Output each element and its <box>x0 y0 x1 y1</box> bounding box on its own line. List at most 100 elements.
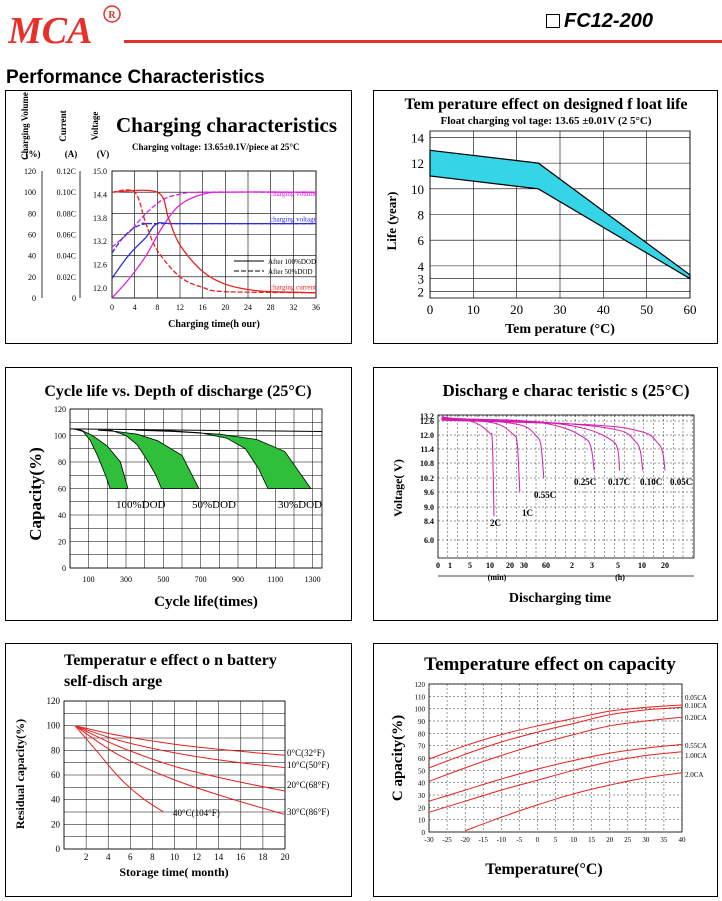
discharge-series-label: 0.10C <box>640 477 662 487</box>
discharge-series-label: 0.17C <box>608 477 630 487</box>
charging-current-tick: 0.10C <box>57 188 76 197</box>
temp-capacity-y-tick: 110 <box>415 693 426 701</box>
self-discharge-y-tick: 40 <box>51 795 61 805</box>
charging-volume-tick: 20 <box>28 273 36 282</box>
charging-x-tick: 12 <box>176 303 184 312</box>
discharge-x-tick: 20 <box>661 561 669 570</box>
charging-series-label: charging volume <box>270 190 317 198</box>
charging-volume-tick: 60 <box>28 231 36 240</box>
charging-x-tick: 4 <box>133 303 137 312</box>
cycle-life-band-label: 50%DOD <box>192 499 236 511</box>
charging-x-tick: 36 <box>312 303 320 312</box>
temp-capacity-y-tick: 80 <box>418 730 426 738</box>
self-discharge-series-line <box>74 725 286 815</box>
discharge-x-label: Discharging time <box>509 591 611 606</box>
charging-plot-frame <box>111 170 317 299</box>
charging-voltage-tick: 12.0 <box>93 284 107 293</box>
charging-axis-header-label: Voltage <box>90 112 100 141</box>
discharge-x-unit: (h) <box>615 573 625 582</box>
discharge-x-tick: 10 <box>486 561 494 570</box>
cycle-life-reference-line <box>69 428 323 433</box>
cycle-life-chart: Cycle life vs. Depth of discharge (25°C)… <box>26 383 323 610</box>
self-discharge-y-label: Residual capacity(%) <box>13 719 27 829</box>
charging-volume-tick: 80 <box>28 209 36 218</box>
self-discharge-x-tick: 6 <box>128 852 133 862</box>
temp-capacity-y-tick: 0 <box>422 829 426 837</box>
discharge-x-tick: 5 <box>468 561 472 570</box>
cycle-life-band-label: 100%DOD <box>116 499 166 511</box>
self-discharge-x-tick: 12 <box>192 852 201 862</box>
float-life-title: Tem perature effect on designed f loat l… <box>404 96 687 113</box>
self-discharge-y-tick: 60 <box>51 770 61 780</box>
charging-voltage-tick: 12.6 <box>93 261 107 270</box>
cycle-life-panel: Cycle life vs. Depth of discharge (25°C)… <box>5 367 352 621</box>
float-life-y-tick: 6 <box>418 233 425 248</box>
float-life-chart: Tem perature effect on designed f loat l… <box>384 96 697 337</box>
cycle-life-y-tick: 120 <box>54 405 66 414</box>
charging-volume-tick: 40 <box>28 252 36 261</box>
float-life-y-tick: 10 <box>411 182 424 197</box>
float-life-y-tick: 4 <box>418 259 425 274</box>
cycle-life-y-tick: 20 <box>58 538 66 547</box>
temp-capacity-series-label: 1.00CA <box>685 752 707 760</box>
self-discharge-panel: Temperatur e effect o n battery self-disc… <box>5 643 352 897</box>
temp-capacity-x-tick: 10 <box>570 836 578 844</box>
cycle-life-x-label: Cycle life(times) <box>154 594 258 610</box>
charging-characteristics-panel: Charging Volume (%) Current (A) Voltage (V) Ch… <box>5 90 352 344</box>
float-life-x-label: Tem perature (°C) <box>505 322 615 337</box>
self-discharge-series-label: 0°C(32°F) <box>287 748 325 758</box>
discharge-x-tick: 30 <box>520 561 528 570</box>
float-life-x-tick: 0 <box>427 302 434 317</box>
charging-x-tick: 16 <box>199 303 207 312</box>
temp-capacity-y-tick: 30 <box>418 792 426 800</box>
discharge-y-tick: 9.0 <box>424 503 434 512</box>
temp-capacity-y-tick: 40 <box>418 780 426 788</box>
charging-x-tick: 20 <box>221 303 229 312</box>
temp-capacity-y-tick: 70 <box>418 743 426 751</box>
float-life-x-tick: 10 <box>467 302 480 317</box>
temp-capacity-series-label: 0.55CA <box>685 742 707 750</box>
temp-capacity-y-tick: 50 <box>418 767 426 775</box>
temp-capacity-x-tick: -10 <box>497 836 507 844</box>
temp-capacity-series-line <box>428 751 683 813</box>
self-discharge-x-tick: 18 <box>258 852 268 862</box>
temp-capacity-plot-frame <box>428 683 683 833</box>
discharge-series-label: 0.25C <box>574 477 596 487</box>
charging-x-tick: 32 <box>289 303 297 312</box>
brand-logo: MCA R <box>7 5 123 52</box>
self-discharge-series-label: 40°C(104°F) <box>173 808 220 818</box>
temp-capacity-x-tick: -5 <box>516 836 522 844</box>
charging-series-label: charging current <box>270 284 316 292</box>
self-discharge-x-tick: 10 <box>170 852 180 862</box>
discharge-x-tick: 2 <box>570 561 574 570</box>
temp-capacity-x-tick: 35 <box>660 836 668 844</box>
header-divider <box>124 40 722 43</box>
cycle-life-band <box>135 429 312 489</box>
self-discharge-x-tick: 14 <box>214 852 224 862</box>
temp-capacity-y-tick: 90 <box>418 718 426 726</box>
float-life-x-tick: 30 <box>554 302 567 317</box>
temp-capacity-series-line <box>428 716 683 782</box>
discharge-plot-frame <box>437 414 695 559</box>
temp-capacity-chart: Temperature effect on capacity 0.05CA0.10… <box>390 654 707 878</box>
charging-x-tick: 0 <box>110 303 114 312</box>
float-life-plot-frame <box>429 130 691 299</box>
float-life-x-tick: 20 <box>510 302 523 317</box>
self-discharge-title: Temperatur e effect o n battery <box>64 652 277 669</box>
charging-current-tick: 0.08C <box>57 209 76 218</box>
self-discharge-series-line <box>74 725 286 769</box>
discharge-series-line <box>441 416 495 517</box>
discharge-y-tick: 9.6 <box>424 488 434 497</box>
cycle-life-title: Cycle life vs. Depth of discharge (25°C) <box>44 383 311 400</box>
self-discharge-x-tick: 20 <box>281 852 291 862</box>
float-life-x-tick: 60 <box>684 302 697 317</box>
discharge-y-tick: 13.2 <box>420 412 434 421</box>
cycle-life-y-tick: 40 <box>58 511 66 520</box>
charging-volume-tick: 0 <box>32 294 36 303</box>
registered-mark: R <box>108 10 116 21</box>
temp-capacity-series-label: 0.20CA <box>685 714 707 722</box>
float-life-x-tick: 50 <box>640 302 653 317</box>
discharge-y-tick: 10.2 <box>420 474 434 483</box>
discharge-y-label: Voltage( V) <box>391 459 405 517</box>
charging-series-line <box>111 189 317 294</box>
